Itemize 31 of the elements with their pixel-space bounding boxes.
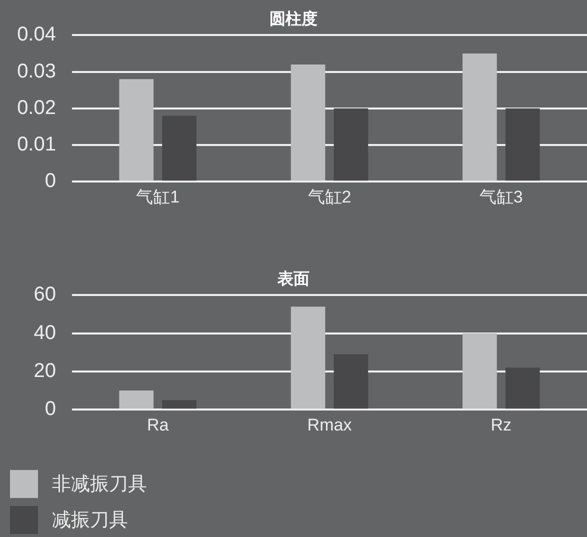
x-tick-label: Rmax [307,415,352,434]
y-tick-label: 60 [34,284,56,306]
bar [290,306,326,409]
chart-title: 圆柱度 [270,9,318,28]
bar [462,333,497,409]
bar [334,354,368,409]
bar [162,400,196,409]
chart-title: 表面 [276,270,310,288]
bar [334,108,368,181]
y-tick-label: 0.01 [17,134,56,156]
x-tick-label: 气缸2 [308,187,352,206]
legend-label: 非减振刀具 [52,473,147,497]
bar [462,54,497,181]
bar [162,116,196,181]
bar [290,64,326,181]
bar [505,368,540,409]
y-tick-label: 0.04 [17,24,56,46]
x-tick-label: Ra [146,415,170,434]
y-tick-label: 0 [44,398,56,420]
x-tick-label: Rz [490,415,512,434]
y-tick-label: 0.02 [17,96,56,119]
y-tick-label: 0 [44,170,56,192]
legend-label: 减振刀具 [52,509,128,533]
y-tick-label: 40 [34,322,56,344]
x-tick-label: 气缸3 [479,187,523,206]
y-tick-label: 20 [34,360,56,382]
y-tick-label: 0.03 [17,60,56,82]
x-tick-label: 气缸1 [136,187,180,206]
bar [505,108,540,181]
bar [119,390,154,409]
bar [119,79,154,181]
